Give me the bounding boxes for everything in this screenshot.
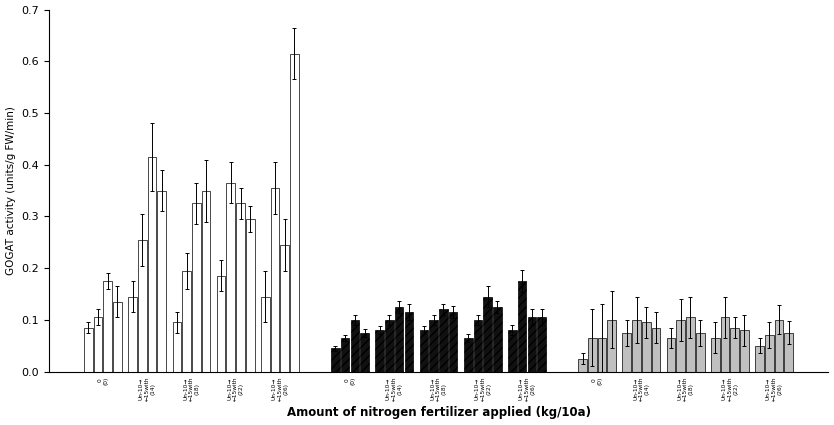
Bar [246,219,254,371]
Bar [236,204,245,371]
Bar [148,157,156,371]
Bar [128,297,137,371]
Bar [711,338,720,371]
Bar [113,302,122,371]
Bar [756,346,764,371]
Bar [202,190,210,371]
Bar [518,281,526,371]
Bar [192,204,200,371]
Bar [493,307,501,371]
Bar [217,276,225,371]
Bar [765,335,774,371]
Bar [103,281,112,371]
Bar [632,320,641,371]
Bar [360,333,369,371]
Y-axis label: GOGAT activity (units/g FW/min): GOGAT activity (units/g FW/min) [6,106,16,275]
Bar [528,317,536,371]
Bar [696,333,705,371]
Bar [784,333,793,371]
Bar [394,307,404,371]
Bar [721,317,729,371]
Bar [375,330,384,371]
Bar [686,317,695,371]
Bar [183,271,191,371]
Bar [642,323,651,371]
Bar [731,328,739,371]
Bar [331,348,339,371]
Bar [676,320,685,371]
Bar [227,183,235,371]
Bar [271,188,279,371]
Bar [607,320,616,371]
Bar [508,330,517,371]
Bar [84,328,93,371]
Bar [158,190,166,371]
X-axis label: Amount of nitrogen fertilizer applied (kg/10a): Amount of nitrogen fertilizer applied (k… [287,406,590,419]
Bar [598,338,606,371]
Bar [93,317,103,371]
Bar [173,323,181,371]
Bar [420,330,429,371]
Bar [651,328,661,371]
Bar [537,317,546,371]
Bar [740,330,749,371]
Bar [775,320,783,371]
Bar [280,245,289,371]
Bar [666,338,676,371]
Bar [622,333,631,371]
Bar [578,359,587,371]
Bar [439,309,448,371]
Bar [290,54,299,371]
Bar [483,297,492,371]
Bar [464,338,473,371]
Bar [261,297,269,371]
Bar [350,320,359,371]
Bar [385,320,394,371]
Bar [449,312,457,371]
Bar [430,320,438,371]
Bar [474,320,482,371]
Bar [341,338,349,371]
Bar [588,338,596,371]
Bar [138,240,147,371]
Bar [404,312,413,371]
